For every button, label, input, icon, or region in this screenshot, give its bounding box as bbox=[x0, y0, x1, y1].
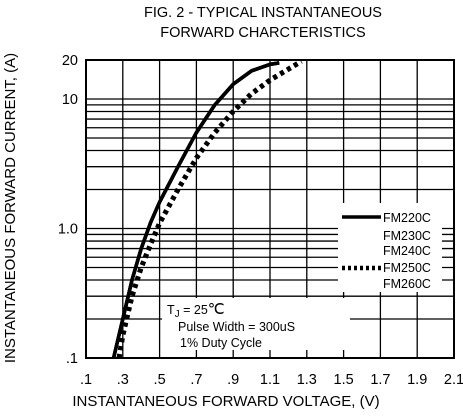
y-axis-label: INSTANTANEOUS FORWARD CURRENT, (A) bbox=[2, 53, 19, 363]
x-tick-label: .7 bbox=[190, 372, 202, 388]
x-tick-label: .5 bbox=[154, 372, 166, 388]
y-tick-label: 1.0 bbox=[58, 221, 78, 237]
conditions-box bbox=[162, 298, 350, 350]
x-tick-label: 1.9 bbox=[407, 372, 427, 388]
pulse-width-label: Pulse Width = 300uS bbox=[178, 320, 295, 334]
legend-label-fm250c: FM250C bbox=[383, 261, 431, 275]
legend-label-fm230c: FM230C bbox=[383, 229, 431, 243]
x-tick-label: 1.3 bbox=[297, 372, 317, 388]
y-tick-label: 10 bbox=[62, 92, 78, 108]
legend-label-fm240c: FM240C bbox=[383, 244, 431, 258]
legend: FM220C FM230C FM240C FM250C FM260C bbox=[338, 203, 442, 292]
tj-unit: ℃ bbox=[208, 301, 225, 318]
plot-frame bbox=[85, 59, 455, 359]
series-lines bbox=[111, 59, 303, 359]
y-tick-label: 20 bbox=[62, 53, 78, 69]
chart-title-line-2: FORWARD CHARCTERISTICS bbox=[160, 25, 365, 41]
tj-subscript: J bbox=[175, 309, 180, 320]
conditions-annotation: TJ = 25℃ Pulse Width = 300uS 1% Duty Cyc… bbox=[162, 298, 350, 350]
duty-cycle-label: 1% Duty Cycle bbox=[180, 336, 262, 350]
tj-label: TJ = 25℃ bbox=[167, 301, 225, 320]
series-line-fm240c bbox=[111, 61, 280, 359]
y-tick-labels: .1 1.0 10 20 bbox=[58, 53, 78, 367]
x-tick-label: 2.1 bbox=[444, 372, 463, 388]
x-tick-label: .3 bbox=[117, 372, 129, 388]
y-tick-label: .1 bbox=[66, 351, 78, 367]
x-tick-label: 1.5 bbox=[334, 372, 354, 388]
legend-label-fm220c: FM220C bbox=[383, 211, 431, 225]
x-tick-label: .9 bbox=[227, 372, 239, 388]
x-axis-label: INSTANTANEOUS FORWARD VOLTAGE, (V) bbox=[72, 393, 379, 410]
chart-title-line-1: FIG. 2 - TYPICAL INSTANTANEOUS bbox=[144, 5, 382, 21]
x-tick-label: 1.1 bbox=[260, 372, 280, 388]
tj-value: = 25 bbox=[180, 303, 208, 317]
legend-label-fm260c: FM260C bbox=[383, 277, 431, 291]
x-tick-label: 1.7 bbox=[370, 372, 390, 388]
tj-prefix: T bbox=[167, 303, 175, 317]
x-tick-label: .1 bbox=[80, 372, 92, 388]
series-line-fm260c bbox=[116, 59, 303, 359]
x-tick-labels: .1 .3 .5 .7 .9 1.1 1.3 1.5 1.7 1.9 2.1 bbox=[80, 372, 463, 388]
